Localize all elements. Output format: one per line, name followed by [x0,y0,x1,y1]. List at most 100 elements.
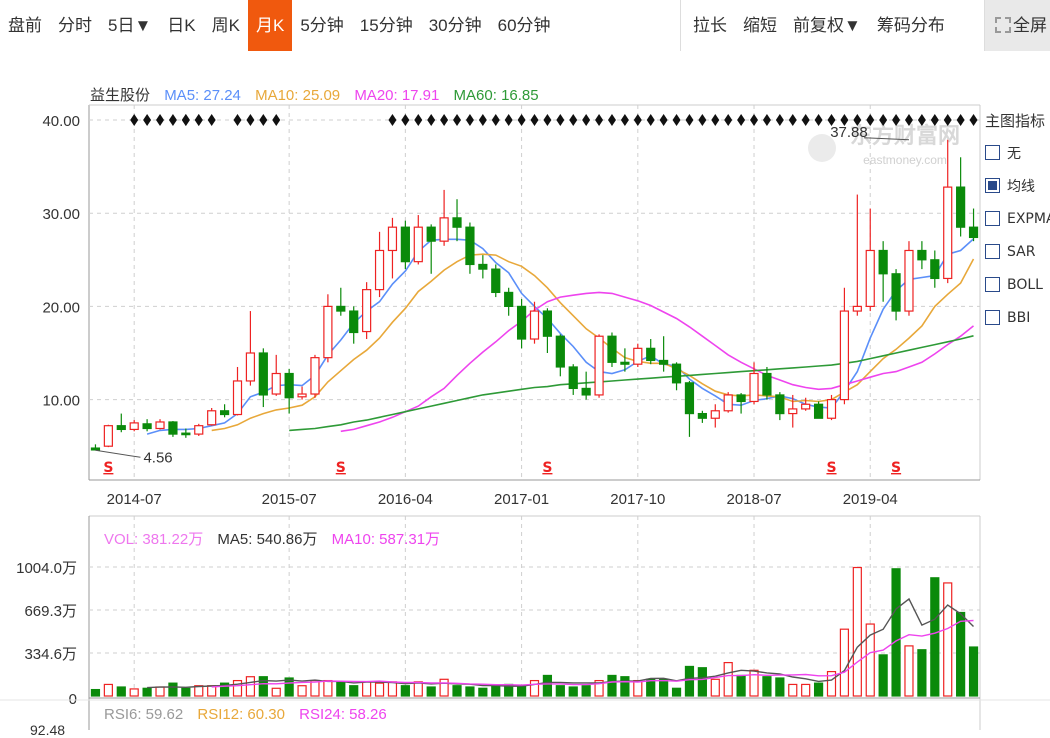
event-marker-icon [646,114,655,126]
candle-body [258,352,268,396]
volume-bar [387,681,398,697]
candle-body [878,249,888,275]
indicator-panel: 主图指标 无均线 EXPMA SAR BOLL BBI [985,108,1050,334]
period-tab-2[interactable]: 5日▼ [108,16,152,35]
event-marker-icon [866,114,875,126]
candle-body [129,422,139,431]
low-price-pointer [95,449,141,458]
low-price-label: 4.56 [143,449,172,466]
event-marker-icon [233,114,242,126]
volume-bar [968,646,979,697]
event-marker-icon [143,114,152,126]
chart-tool-1[interactable]: 缩短 [743,16,777,35]
period-tab-3[interactable]: 日K [167,16,196,35]
candle-body [336,305,346,312]
event-marker-icon [168,114,177,126]
volume-bar [284,677,294,697]
candle-body [826,399,837,419]
chart-tools: 拉长 缩短 前复权▼ 筹码分布 [680,0,953,51]
volume-bar [439,678,449,697]
event-marker-icon [259,114,268,126]
candle-body [413,226,423,263]
event-marker-icon [414,114,423,126]
candle-body [516,305,527,340]
fullscreen-button[interactable]: 全屏 [984,0,1050,51]
volume-bar [568,686,578,697]
legend-vol: VOL: 381.22万 [104,531,204,548]
period-tab-1[interactable]: 分时 [58,16,92,35]
indicator-option-2[interactable]: EXPMA [985,202,1050,235]
volume-tick-label: 334.6万 [24,646,77,663]
candle-body [723,394,733,412]
candle-body [142,423,152,430]
indicator-checkbox[interactable] [985,277,1000,292]
volume-bar [142,687,152,697]
period-tab-9[interactable]: 60分钟 [497,16,551,35]
candle-body [116,425,126,431]
volume-bar [671,687,682,697]
candle-body [465,226,475,266]
candle-body [891,273,901,312]
indicator-option-0[interactable]: 无 [985,136,1050,169]
volume-bar [116,686,126,697]
indicator-checkbox[interactable] [985,211,1000,226]
event-marker-icon [917,114,926,126]
volume-bar [917,649,927,697]
chart-tool-0[interactable]: 拉长 [693,16,727,35]
period-tab-5[interactable]: 月K [247,0,293,51]
candle-body [852,305,862,312]
candle-body [917,249,927,261]
indicator-option-4[interactable]: BOLL [985,268,1050,301]
indicator-checkbox[interactable] [985,310,1000,325]
volume-bar [594,679,604,697]
event-marker-icon [530,114,539,126]
indicator-option-1[interactable]: 均线 [985,169,1050,202]
volume-bar [620,676,630,697]
high-price-pointer [863,137,910,141]
event-marker-icon [788,114,797,126]
volume-bar [826,670,837,697]
candle-body [362,289,372,333]
volume-bar [258,676,268,697]
period-tabs: 盘前 分时 5日▼ 日K 周K 月K 5分钟 15分钟 30分钟 60分钟 [0,0,559,51]
chart-tool-3[interactable]: 筹码分布 [876,16,945,35]
event-marker-icon [491,114,500,126]
indicator-option-5[interactable]: BBI [985,301,1050,334]
volume-bar [271,687,281,697]
period-tab-7[interactable]: 15分钟 [359,16,413,35]
volume-bar [813,682,824,697]
event-marker-icon [517,114,526,126]
dividend-marker-icon: S [542,460,552,476]
indicator-checkbox[interactable] [985,244,1000,259]
indicator-option-label: BOLL [1007,276,1043,293]
event-marker-icon [801,114,810,126]
chart-tool-2[interactable]: 前复权▼ [793,16,861,35]
event-marker-icon [401,114,410,126]
event-marker-icon [698,114,707,126]
date-tick-label: 2019-04 [843,491,898,508]
volume-bar [491,685,501,697]
event-marker-icon [930,114,939,126]
indicator-checkbox[interactable] [985,145,1000,160]
period-tab-8[interactable]: 30分钟 [428,16,482,35]
candle-body [310,357,320,395]
period-tab-6[interactable]: 5分钟 [300,16,344,35]
candle-body [232,380,243,416]
candle-body [271,372,281,395]
indicator-checkbox[interactable] [985,178,1000,193]
volume-bar [362,681,372,697]
event-marker-icon [904,114,913,126]
volume-bar [168,682,178,697]
period-tab-4[interactable]: 周K [211,16,240,35]
candle-body [943,186,953,280]
watermark-logo-icon [808,134,836,162]
volume-bar [478,687,488,697]
period-tab-0[interactable]: 盘前 [8,16,42,35]
event-marker-icon [207,114,216,126]
event-marker-icon [814,114,823,126]
candle-body [103,425,113,447]
indicator-option-3[interactable]: SAR [985,235,1050,268]
stock-name: 益生股份 [90,87,151,104]
event-marker-icon [453,114,462,126]
